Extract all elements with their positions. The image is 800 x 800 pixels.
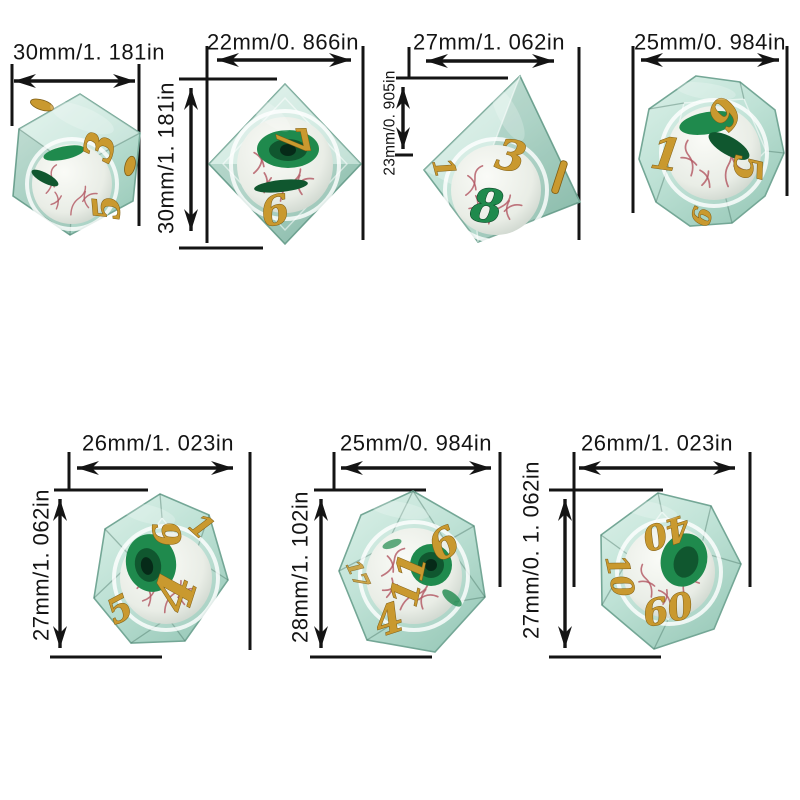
dim-label-d10-width: 26mm/1. 023in [82, 431, 234, 456]
die-d12: 6 1 5 9 [638, 75, 785, 229]
dim-d12-width: 25mm/0. 984in [631, 30, 789, 213]
dim-d10-height: 27mm/1. 062in [29, 488, 162, 659]
dim-label-d6-width: 30mm/1. 181in [13, 40, 165, 65]
die-number: 1 [647, 128, 684, 183]
dim-d20-width: 25mm/0. 984in [332, 431, 502, 587]
dim-d8-height: 30mm/1. 181in [154, 77, 277, 250]
eye-iris [43, 145, 85, 161]
eye-iris [679, 111, 737, 135]
dim-d4-width: 27mm/1. 062in [407, 30, 581, 240]
die-d20: 6 11 4 17 [338, 490, 486, 653]
dim-d4-height: 23mm/0. 905in [382, 70, 508, 176]
die-number: 5 [85, 194, 129, 223]
dim-label-d8-width: 22mm/0. 866in [207, 30, 359, 55]
dim-label-d4-width: 27mm/1. 062in [413, 30, 565, 55]
dim-label-d4-height: 23mm/0. 905in [382, 70, 399, 175]
dim-dpercent-width: 26mm/1. 023in [572, 431, 752, 587]
dim-d20-height: 28mm/1. 102in [288, 488, 432, 659]
die-d10: 6 1 4 5 [93, 493, 229, 644]
die-number-green: 8 [466, 177, 506, 235]
dim-dpercent-height: 27mm/0. 1. 062in [519, 461, 663, 659]
dim-label-d10-height: 27mm/1. 062in [29, 489, 54, 641]
die-number: 10 [598, 552, 641, 600]
die-number: 5 [725, 154, 771, 182]
die-d6: 3 5 [12, 93, 141, 236]
dim-label-dpercent-height: 27mm/0. 1. 062in [519, 461, 544, 639]
dim-label-d20-height: 28mm/1. 102in [288, 491, 313, 643]
die-d4: 3 8 1 [422, 74, 582, 243]
dim-label-d8-height: 30mm/1. 181in [154, 82, 179, 234]
dim-label-d12-width: 25mm/0. 984in [634, 30, 786, 55]
dim-label-d20-width: 25mm/0. 984in [340, 431, 492, 456]
die-dpercent: 40 60 10 [597, 492, 742, 650]
dim-d10-width: 26mm/1. 023in [67, 431, 252, 650]
eyeball [443, 137, 549, 243]
dim-label-dpercent-width: 26mm/1. 023in [581, 431, 733, 456]
eyeball [25, 137, 119, 231]
die-d8: 7 6 [207, 82, 363, 246]
